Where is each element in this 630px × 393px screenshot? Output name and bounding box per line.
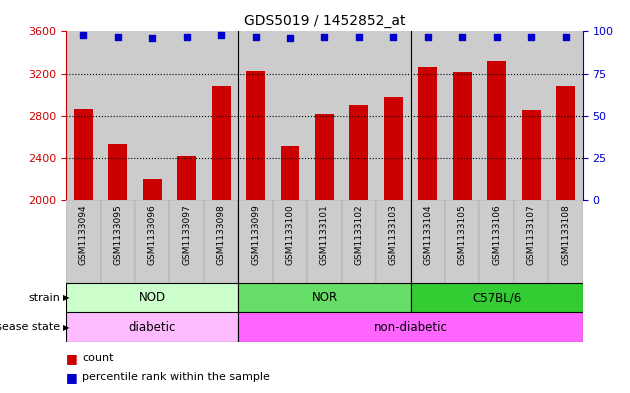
Bar [384, 97, 403, 393]
Bar [204, 200, 238, 283]
Bar [479, 200, 514, 283]
Bar [514, 200, 548, 283]
Text: GSM1133095: GSM1133095 [113, 204, 122, 265]
Bar [66, 31, 101, 200]
Bar [212, 86, 231, 393]
Bar [246, 70, 265, 393]
Bar [280, 145, 299, 393]
Point [181, 33, 192, 40]
Bar [418, 67, 437, 393]
Bar [238, 200, 273, 283]
Text: percentile rank within the sample: percentile rank within the sample [82, 372, 270, 382]
Text: GSM1133094: GSM1133094 [79, 204, 88, 265]
Bar [169, 200, 204, 283]
Text: GSM1133097: GSM1133097 [182, 204, 191, 265]
Bar [307, 200, 341, 283]
Point [319, 33, 329, 40]
Bar [169, 31, 204, 200]
Point [78, 32, 88, 38]
Bar [66, 312, 238, 342]
Point [216, 32, 226, 38]
Bar [487, 61, 506, 393]
Bar [479, 31, 514, 200]
Bar [350, 105, 369, 393]
Text: GSM1133105: GSM1133105 [458, 204, 467, 265]
Point [285, 35, 295, 41]
Bar [273, 200, 307, 283]
Point [388, 33, 398, 40]
Text: disease state: disease state [0, 322, 60, 332]
Bar [315, 114, 334, 393]
Bar [445, 200, 479, 283]
Text: diabetic: diabetic [129, 321, 176, 334]
Bar [548, 31, 583, 200]
Bar [101, 200, 135, 283]
Text: GSM1133103: GSM1133103 [389, 204, 398, 265]
Text: non-diabetic: non-diabetic [374, 321, 447, 334]
Bar [108, 145, 127, 393]
Bar [514, 31, 548, 200]
Text: GSM1133101: GSM1133101 [320, 204, 329, 265]
Bar [376, 200, 411, 283]
Title: GDS5019 / 1452852_at: GDS5019 / 1452852_at [244, 14, 405, 28]
Text: ■: ■ [66, 352, 78, 365]
Text: C57BL/6: C57BL/6 [472, 291, 521, 304]
Text: GSM1133100: GSM1133100 [285, 204, 294, 265]
Bar [238, 283, 411, 312]
Text: ▶: ▶ [63, 323, 69, 332]
Point [354, 33, 364, 40]
Point [457, 33, 467, 40]
Bar [556, 86, 575, 393]
Text: GSM1133098: GSM1133098 [217, 204, 226, 265]
Point [561, 33, 571, 40]
Text: count: count [82, 353, 113, 364]
Bar [135, 200, 169, 283]
Text: ▶: ▶ [63, 293, 69, 302]
Bar [411, 283, 583, 312]
Text: GSM1133099: GSM1133099 [251, 204, 260, 265]
Text: GSM1133107: GSM1133107 [527, 204, 536, 265]
Bar [341, 31, 376, 200]
Text: ■: ■ [66, 371, 78, 384]
Text: GSM1133102: GSM1133102 [355, 204, 364, 265]
Text: NOR: NOR [311, 291, 338, 304]
Text: GSM1133108: GSM1133108 [561, 204, 570, 265]
Point [147, 35, 158, 41]
Bar [238, 31, 273, 200]
Bar [135, 31, 169, 200]
Text: GSM1133106: GSM1133106 [492, 204, 501, 265]
Bar [143, 179, 162, 393]
Point [251, 33, 261, 40]
Point [491, 33, 501, 40]
Bar [445, 31, 479, 200]
Point [113, 33, 123, 40]
Text: GSM1133104: GSM1133104 [423, 204, 432, 265]
Point [423, 33, 433, 40]
Bar [273, 31, 307, 200]
Bar [411, 31, 445, 200]
Bar [204, 31, 238, 200]
Bar [307, 31, 341, 200]
Bar [66, 200, 101, 283]
Bar [548, 200, 583, 283]
Bar [341, 200, 376, 283]
Point [526, 33, 536, 40]
Bar [522, 110, 541, 393]
Text: NOD: NOD [139, 291, 166, 304]
Bar [66, 283, 238, 312]
Bar [177, 156, 196, 393]
Bar [74, 108, 93, 393]
Bar [238, 312, 583, 342]
Bar [376, 31, 411, 200]
Text: strain: strain [28, 293, 60, 303]
Bar [101, 31, 135, 200]
Bar [453, 72, 472, 393]
Bar [411, 200, 445, 283]
Text: GSM1133096: GSM1133096 [148, 204, 157, 265]
